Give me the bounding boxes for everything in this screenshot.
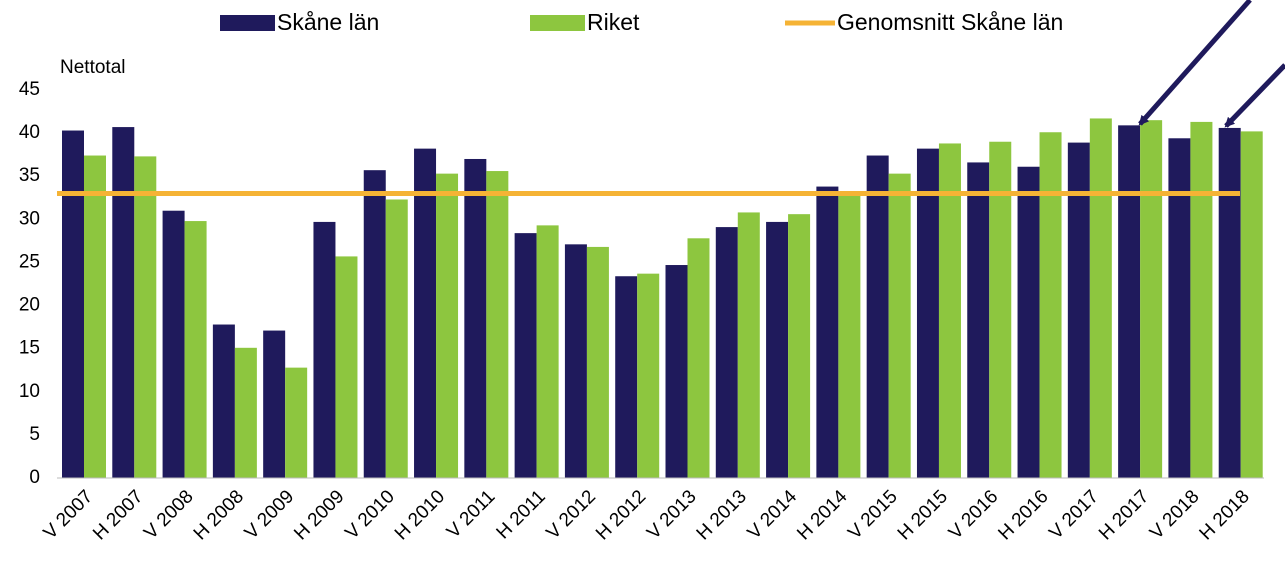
x-tick-label: H 2015 xyxy=(894,486,952,544)
y-tick-label: 35 xyxy=(19,165,40,186)
bar xyxy=(536,225,559,478)
bar xyxy=(866,155,889,479)
x-tick-label: V 2012 xyxy=(543,486,600,543)
bar xyxy=(586,246,609,478)
bar xyxy=(1168,138,1191,479)
x-tick-label: V 2010 xyxy=(341,486,398,543)
y-axis-label: Nettotal xyxy=(60,57,125,78)
x-tick-label: V 2014 xyxy=(744,486,802,544)
bar xyxy=(184,221,207,478)
bar xyxy=(514,233,537,478)
bar xyxy=(788,214,811,478)
bar xyxy=(715,227,738,478)
x-tick-label: V 2015 xyxy=(844,486,901,543)
bar xyxy=(134,156,157,478)
bar xyxy=(564,244,587,478)
x-tick-label: H 2016 xyxy=(994,486,1052,544)
bar xyxy=(1140,120,1163,478)
x-tick-label: H 2012 xyxy=(592,486,650,544)
bar xyxy=(737,212,760,479)
bar xyxy=(263,330,286,478)
x-tick-label: H 2014 xyxy=(793,486,851,544)
x-tick-label: H 2007 xyxy=(89,486,147,544)
x-tick-label: V 2013 xyxy=(643,486,700,543)
bar xyxy=(637,273,660,478)
x-tick-label: H 2011 xyxy=(493,486,550,543)
legend-label: Skåne län xyxy=(277,9,379,35)
x-tick-label: V 2011 xyxy=(443,486,499,542)
legend-label: Riket xyxy=(587,9,640,35)
bar xyxy=(436,173,459,478)
bar xyxy=(615,276,638,478)
bar xyxy=(1218,127,1241,478)
bar xyxy=(816,186,839,478)
bar xyxy=(838,191,861,478)
y-tick-label: 15 xyxy=(19,338,40,359)
bar xyxy=(916,148,939,478)
y-tick-label: 0 xyxy=(29,467,40,488)
bar xyxy=(766,221,789,479)
bar xyxy=(112,127,135,478)
bar xyxy=(1067,142,1090,478)
bar xyxy=(687,238,710,478)
x-tick-label: V 2008 xyxy=(140,486,197,543)
bar xyxy=(335,256,358,478)
legend-swatch xyxy=(530,15,585,31)
x-tick-label: H 2013 xyxy=(693,486,751,544)
bar xyxy=(162,210,185,478)
bar xyxy=(234,347,257,478)
bar xyxy=(62,130,84,478)
legend-label: Genomsnitt Skåne län xyxy=(837,9,1063,35)
bar xyxy=(464,158,487,478)
x-tick-label: H 2017 xyxy=(1095,486,1153,544)
bar xyxy=(363,170,386,479)
x-tick-label: H 2010 xyxy=(391,486,449,544)
x-tick-label: H 2018 xyxy=(1196,486,1254,544)
bar xyxy=(285,367,308,478)
bar xyxy=(888,173,911,478)
x-tick-label: H 2009 xyxy=(290,486,348,544)
bar xyxy=(313,221,336,479)
y-tick-label: 30 xyxy=(19,208,40,229)
bar xyxy=(1118,125,1141,479)
bar xyxy=(1240,131,1263,479)
y-tick-label: 40 xyxy=(19,122,40,143)
bar xyxy=(1039,132,1062,478)
bar xyxy=(84,155,106,479)
bar xyxy=(1089,118,1112,478)
bar xyxy=(1017,166,1040,478)
x-tick-label: V 2007 xyxy=(40,486,97,543)
x-tick-label: V 2009 xyxy=(241,486,298,543)
bar xyxy=(967,162,990,478)
bar xyxy=(989,141,1012,478)
annotation-arrow xyxy=(1138,0,1252,126)
bar xyxy=(212,324,235,478)
annotation-arrow xyxy=(1224,63,1285,128)
x-tick-label: V 2018 xyxy=(1146,486,1203,543)
y-tick-label: 5 xyxy=(29,424,40,445)
legend-swatch xyxy=(220,15,275,31)
bar xyxy=(938,143,961,479)
x-tick-label: H 2008 xyxy=(190,486,248,544)
bar xyxy=(1190,121,1213,478)
bar xyxy=(665,265,688,478)
bar xyxy=(486,171,509,478)
y-tick-label: 20 xyxy=(19,295,40,316)
y-tick-label: 25 xyxy=(19,251,40,272)
bar xyxy=(414,148,437,478)
x-tick-label: V 2017 xyxy=(1045,486,1102,543)
y-tick-label: 45 xyxy=(19,79,40,100)
y-tick-label: 10 xyxy=(19,381,40,402)
x-tick-label: V 2016 xyxy=(945,486,1002,543)
bar xyxy=(385,199,408,478)
